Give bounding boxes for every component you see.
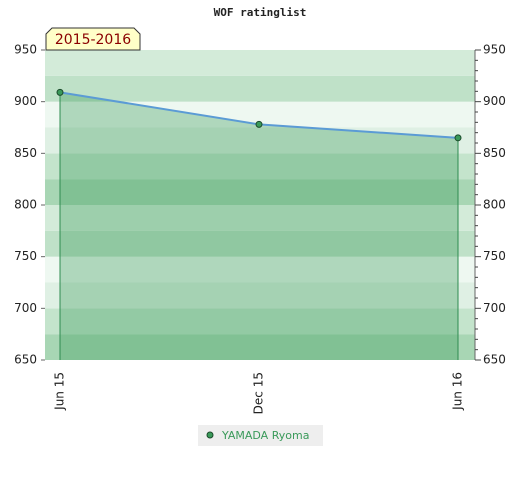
band: [45, 179, 475, 205]
area: [60, 92, 458, 360]
y-tick-label: 750: [14, 249, 37, 263]
y-tick-label: 650: [14, 353, 37, 367]
legend-marker: [206, 431, 214, 439]
y2-tick-label: 900: [483, 94, 506, 108]
y2-tick-label: 650: [483, 353, 506, 367]
x-tick-label: Dec 15: [252, 372, 266, 414]
y2-tick-label: 950: [483, 43, 506, 57]
y-tick-label: 700: [14, 301, 37, 315]
annotation: 2015-2016: [55, 32, 131, 48]
band: [45, 205, 475, 231]
band: [45, 334, 475, 360]
y-tick-label: 950: [14, 43, 37, 57]
band: [45, 153, 475, 180]
y-tick-label: 850: [14, 146, 37, 160]
band: [45, 282, 475, 309]
point: [454, 134, 462, 142]
legend-label: YAMADA Ryoma: [221, 429, 309, 442]
band: [45, 308, 475, 335]
y2-tick-label: 850: [483, 146, 506, 160]
chart-title: WOF ratinglist: [214, 6, 307, 19]
band: [45, 256, 475, 283]
x-tick-label: Jun 16: [451, 372, 465, 411]
band: [45, 230, 475, 257]
y2-tick-label: 750: [483, 249, 506, 263]
band: [45, 75, 475, 102]
y2-tick-label: 700: [483, 301, 506, 315]
y2-tick-label: 800: [483, 198, 506, 212]
point: [255, 120, 263, 128]
band: [45, 50, 475, 76]
point: [56, 88, 64, 96]
legend-box: [198, 425, 323, 446]
y-tick-label: 900: [14, 94, 37, 108]
band: [45, 127, 475, 154]
annotation-box: [45, 27, 141, 51]
x-tick-label: Jun 15: [53, 372, 67, 411]
y-tick-label: 800: [14, 198, 37, 212]
